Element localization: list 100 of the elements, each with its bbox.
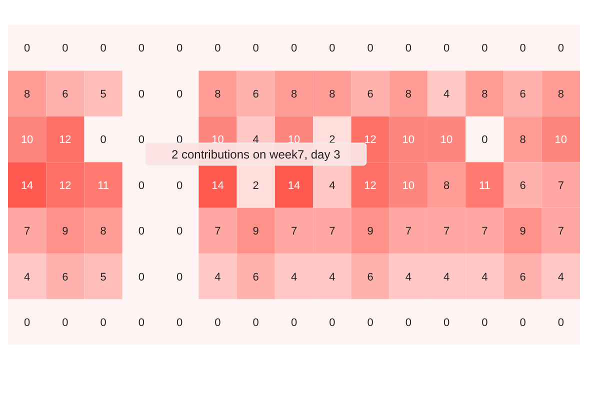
data-label: 0 [138, 316, 145, 329]
data-label: 0 [24, 42, 30, 55]
data-label: 0 [24, 316, 30, 329]
data-label: 7 [482, 226, 488, 238]
data-label: 14 [212, 180, 224, 192]
data-label: 0 [176, 88, 183, 100]
data-label: 0 [520, 42, 526, 55]
data-label: 0 [405, 316, 412, 329]
data-label: 9 [62, 226, 68, 238]
data-label: 12 [364, 180, 376, 192]
data-label: 12 [59, 180, 72, 192]
data-label: 0 [138, 271, 145, 284]
data-label: 0 [520, 316, 526, 329]
data-label: 4 [24, 271, 30, 284]
data-label: 0 [214, 42, 221, 55]
data-label: 0 [138, 42, 145, 55]
data-label: 8 [558, 88, 564, 100]
data-label: 9 [367, 226, 374, 238]
data-label: 7 [558, 226, 564, 238]
data-label: 0 [405, 42, 412, 55]
data-label: 0 [176, 226, 183, 238]
data-label: 0 [138, 180, 145, 192]
data-label: 0 [329, 316, 336, 329]
data-label: 0 [367, 42, 374, 55]
data-label: 6 [520, 180, 526, 192]
annotation: 2 contributions on week7, day 3 [171, 147, 341, 162]
data-label: 4 [558, 271, 564, 284]
data-label: 4 [329, 271, 336, 284]
data-label: 5 [100, 88, 106, 100]
data-label: 0 [290, 42, 298, 55]
data-label: 4 [405, 271, 412, 284]
data-label: 4 [290, 271, 298, 284]
data-label: 0 [214, 316, 221, 329]
data-label: 8 [214, 88, 221, 100]
data-label: 6 [520, 88, 526, 100]
data-label: 10 [20, 134, 34, 146]
data-label: 6 [367, 88, 374, 100]
data-label: 0 [62, 316, 68, 329]
data-label: 4 [443, 271, 450, 284]
data-label: 12 [364, 134, 376, 146]
data-label: 7 [214, 226, 221, 238]
data-label: 0 [367, 316, 374, 329]
data-label: 0 [482, 134, 488, 146]
data-label: 10 [402, 180, 415, 192]
data-label: 0 [252, 42, 259, 55]
data-label: 0 [100, 134, 106, 146]
data-label: 0 [176, 42, 183, 55]
data-label: 6 [520, 271, 526, 284]
data-label: 7 [329, 226, 336, 238]
data-label: 8 [329, 88, 336, 100]
data-label: 0 [482, 316, 488, 329]
data-label: 5 [100, 271, 106, 284]
data-label: 12 [59, 134, 72, 146]
data-label: 14 [20, 180, 34, 192]
data-label: 4 [329, 180, 336, 192]
data-label: 0 [558, 42, 564, 55]
data-label: 6 [367, 271, 374, 284]
data-label: 0 [176, 180, 183, 192]
data-label: 0 [100, 316, 106, 329]
data-label: 0 [290, 316, 298, 329]
data-label: 4 [214, 271, 221, 284]
data-label: 0 [138, 88, 145, 100]
data-label: 0 [558, 316, 564, 329]
data-label: 6 [252, 271, 259, 284]
data-label: 7 [24, 226, 30, 238]
data-label: 0 [176, 316, 183, 329]
data-label: 10 [440, 134, 453, 146]
data-label: 11 [98, 180, 110, 192]
data-label: 0 [329, 42, 336, 55]
data-label: 0 [443, 316, 450, 329]
data-label: 7 [558, 180, 564, 192]
data-label: 8 [482, 88, 488, 100]
data-label: 11 [478, 180, 490, 192]
data-label: 10 [402, 134, 415, 146]
data-label: 0 [100, 42, 106, 55]
data-label: 0 [252, 316, 259, 329]
data-label: 0 [138, 134, 145, 146]
data-label: 2 [252, 180, 259, 192]
data-label: 9 [520, 226, 526, 238]
data-label: 4 [443, 88, 450, 100]
data-label: 7 [443, 226, 450, 238]
data-label: 8 [443, 180, 450, 192]
data-label: 8 [24, 88, 30, 100]
tooltip: 2 contributions on week7, day 3 [145, 142, 367, 166]
data-label: 0 [176, 271, 183, 284]
data-label: 8 [520, 134, 526, 146]
data-label: 8 [405, 88, 412, 100]
data-label: 0 [62, 42, 68, 55]
data-label: 14 [288, 180, 300, 192]
data-label: 6 [252, 88, 259, 100]
data-label: 6 [62, 88, 68, 100]
data-label: 4 [482, 271, 488, 284]
data-label: 8 [100, 226, 106, 238]
data-label: 8 [290, 88, 298, 100]
data-label: 0 [138, 226, 145, 238]
data-label: 0 [482, 42, 488, 55]
data-label: 6 [62, 271, 68, 284]
data-label: 7 [290, 226, 298, 238]
data-label: 10 [554, 134, 568, 146]
data-label: 7 [405, 226, 412, 238]
